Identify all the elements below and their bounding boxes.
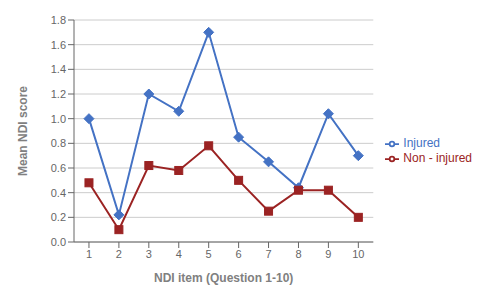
svg-text:1.6: 1.6 [51, 39, 66, 51]
svg-text:0.4: 0.4 [51, 187, 66, 199]
svg-text:NDI item (Question 1-10): NDI item (Question 1-10) [154, 271, 293, 285]
svg-text:1.2: 1.2 [51, 88, 66, 100]
svg-text:5: 5 [206, 248, 212, 260]
svg-text:9: 9 [325, 248, 331, 260]
svg-text:0.8: 0.8 [51, 137, 66, 149]
svg-text:0.0: 0.0 [51, 236, 66, 248]
svg-text:1.0: 1.0 [51, 113, 66, 125]
svg-text:8: 8 [295, 248, 301, 260]
svg-text:6: 6 [236, 248, 242, 260]
svg-text:1.8: 1.8 [51, 14, 66, 26]
svg-text:1: 1 [86, 248, 92, 260]
svg-text:7: 7 [265, 248, 271, 260]
html-text:Non - injured: Non - injured [403, 151, 472, 165]
html-text:Injured: Injured [403, 136, 440, 151]
svg-text:Mean NDI score: Mean NDI score [16, 86, 30, 176]
svg-text:10: 10 [352, 248, 364, 260]
svg-text:4: 4 [176, 248, 182, 260]
svg-text:0.2: 0.2 [51, 211, 66, 223]
svg-text:2: 2 [116, 248, 122, 260]
svg-text:0.6: 0.6 [51, 162, 66, 174]
svg-text:1.4: 1.4 [51, 63, 66, 75]
svg-text:3: 3 [146, 248, 152, 260]
